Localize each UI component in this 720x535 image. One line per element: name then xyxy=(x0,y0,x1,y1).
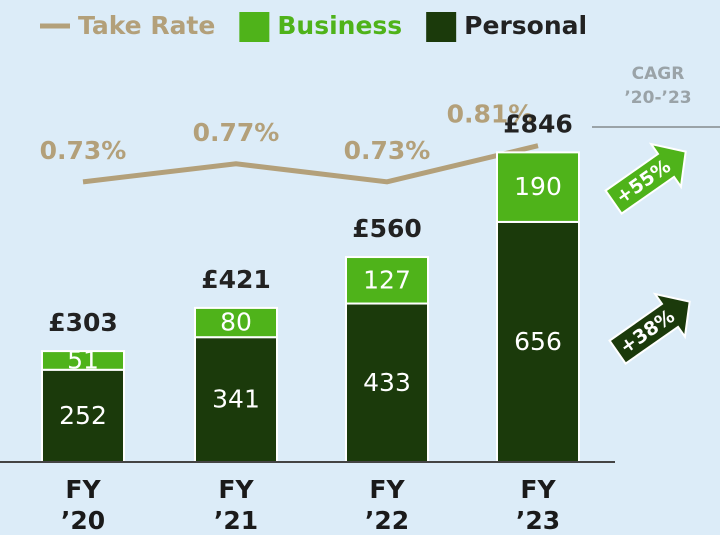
segment-label: 252 xyxy=(59,401,107,430)
total-label: £560 xyxy=(352,214,422,243)
segment-label: 51 xyxy=(67,345,99,374)
cagr-title: CAGR ’20-’23 xyxy=(624,64,692,108)
bar-segment xyxy=(496,220,580,463)
take-rate-line xyxy=(82,143,539,185)
segment-label: 80 xyxy=(220,308,252,337)
take-rate-label: 0.81% xyxy=(447,100,534,129)
bar-segment xyxy=(345,302,429,463)
segment-label: 656 xyxy=(514,327,562,356)
take-rate-label: 0.77% xyxy=(193,118,280,147)
segment-label: 190 xyxy=(514,172,562,201)
bar-segment xyxy=(194,306,278,339)
total-label: £421 xyxy=(201,265,271,294)
take-rate-label: 0.73% xyxy=(40,136,127,165)
total-label: £303 xyxy=(48,308,118,337)
segment-label: 341 xyxy=(212,385,260,414)
cagr-arrow-business: +55% xyxy=(604,142,687,215)
bar-segment xyxy=(41,350,125,371)
x-tick-label: FY ’20 xyxy=(60,475,106,535)
legend-label: Business xyxy=(277,11,402,40)
legend-label: Personal xyxy=(464,11,587,40)
bar-segment xyxy=(345,256,429,305)
bar-segment xyxy=(41,368,125,464)
x-tick-label: FY ’23 xyxy=(515,475,561,535)
x-tick-label: FY ’21 xyxy=(213,475,259,535)
legend-swatch xyxy=(239,12,270,42)
cagr-arrow-personal: +38% xyxy=(608,292,691,365)
legend-label: Take Rate xyxy=(78,11,215,40)
segment-label: 433 xyxy=(363,368,411,397)
segment-label: 127 xyxy=(363,265,411,294)
bar-segment xyxy=(496,151,580,223)
legend-swatch xyxy=(426,12,457,42)
total-label: £846 xyxy=(503,109,573,138)
take-rate-label: 0.73% xyxy=(344,136,431,165)
x-tick-label: FY ’22 xyxy=(364,475,410,535)
